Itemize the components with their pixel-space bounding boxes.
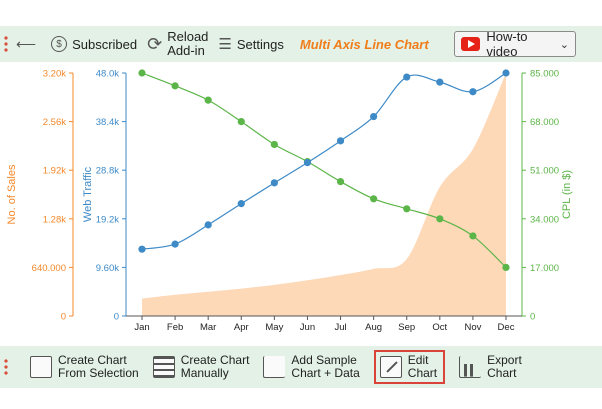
cpl-tick-label: 68.000 — [530, 117, 559, 128]
export-label-2: Chart — [487, 366, 517, 380]
x-tick-label: Dec — [498, 322, 515, 333]
traffic-tick-label: 9.60k — [96, 263, 119, 274]
x-tick-label: Oct — [432, 322, 447, 333]
sales-axis-title: No. of Sales — [6, 164, 18, 224]
export-chart-icon — [459, 356, 482, 378]
add-sample-label-2: Chart + Data — [291, 366, 360, 380]
sales-tick-label: 2.56k — [43, 117, 66, 128]
back-button[interactable]: ⟵ — [16, 36, 41, 53]
howto-label: How-to video — [486, 29, 528, 59]
howto-video-dropdown[interactable]: How-to video ⌄ — [454, 29, 576, 59]
create-man-label-2: Manually — [180, 366, 229, 380]
traffic-tick-label: 28.8k — [96, 166, 119, 177]
x-tick-label: Aug — [365, 322, 382, 333]
cpl-point — [502, 263, 510, 271]
traffic-axis-title: Web Traffic — [82, 166, 94, 222]
settings-button[interactable]: ☰ Settings — [218, 35, 283, 53]
cpl-point — [370, 195, 378, 203]
export-chart-button[interactable]: Export Chart — [459, 354, 522, 380]
traffic-tick-label: 48.0k — [96, 69, 119, 80]
traffic-point — [469, 88, 477, 96]
sales-tick-label: 640.000 — [32, 263, 66, 274]
traffic-tick-label: 0 — [114, 312, 119, 323]
traffic-point — [138, 245, 146, 253]
chevron-down-icon: ⌄ — [559, 38, 569, 51]
create-from-selection-button[interactable]: Create Chart From Selection — [30, 354, 139, 380]
traffic-tick-label: 19.2k — [96, 214, 119, 225]
traffic-point — [270, 179, 278, 187]
x-tick-label: Mar — [200, 322, 216, 333]
cpl-point — [270, 140, 278, 149]
x-tick-label: Jun — [300, 322, 315, 333]
x-tick-label: Nov — [464, 322, 481, 333]
traffic-point — [336, 137, 345, 145]
top-toolbar: ⟵ $ Subscribed ⟳ Reload Add-in ☰ Settings… — [0, 26, 602, 62]
edit-label-1: Edit — [407, 353, 429, 367]
x-tick-label: Sep — [398, 322, 415, 333]
cpl-point — [436, 215, 444, 223]
youtube-icon — [461, 37, 481, 51]
settings-label: Settings — [236, 36, 284, 52]
cpl-axis-title: CPL (in $) — [561, 170, 573, 219]
sample-chart-icon — [263, 356, 286, 378]
sales-area — [142, 73, 506, 316]
cpl-point — [336, 178, 345, 186]
export-label-1: Export — [487, 353, 522, 367]
reload-label-2: Add-in — [167, 43, 205, 58]
sliders-icon: ☰ — [218, 36, 232, 53]
traffic-point — [303, 159, 312, 167]
create-manually-button[interactable]: Create Chart Manually — [152, 353, 250, 380]
traffic-point — [204, 221, 212, 229]
sales-tick-label: 3.20k — [43, 69, 66, 80]
brand-title: Multi Axis Line Chart — [299, 36, 429, 52]
dollar-circle-icon: $ — [51, 36, 68, 52]
x-tick-label: Jan — [134, 322, 149, 333]
cpl-point — [237, 118, 245, 126]
add-sample-label-1: Add Sample — [291, 353, 357, 367]
cpl-tick-label: 0 — [530, 312, 535, 323]
subscribed-button[interactable]: $ Subscribed — [51, 36, 137, 52]
add-sample-button[interactable]: Add Sample Chart + Data — [263, 353, 360, 380]
back-arrow-icon: ⟵ — [16, 35, 37, 52]
sales-tick-label: 1.28k — [43, 214, 66, 225]
edit-chart-button[interactable]: Edit Chart — [373, 350, 446, 384]
grip-icon — [4, 35, 8, 53]
traffic-point — [237, 200, 245, 208]
subscribed-label: Subscribed — [72, 36, 138, 52]
sales-tick-label: 1.92k — [43, 166, 66, 177]
reload-label-1: Reload — [167, 29, 209, 44]
create-sel-label-1: Create Chart — [58, 353, 127, 367]
grip-icon — [4, 358, 8, 376]
reload-addin-button[interactable]: ⟳ Reload Add-in — [147, 30, 208, 58]
table-grid-icon — [30, 356, 52, 378]
traffic-point — [436, 78, 444, 86]
traffic-point — [171, 240, 179, 248]
x-tick-label: Feb — [167, 322, 183, 333]
cpl-tick-label: 17.000 — [530, 263, 559, 274]
traffic-tick-label: 38.4k — [96, 117, 119, 128]
x-tick-label: Jul — [334, 322, 346, 333]
edit-chart-icon — [379, 356, 402, 378]
traffic-point — [403, 73, 411, 81]
create-man-label-1: Create Chart — [180, 353, 250, 367]
cpl-point — [403, 205, 411, 213]
cpl-point — [469, 232, 477, 240]
sales-tick-label: 0 — [61, 312, 66, 323]
cpl-point — [138, 69, 146, 77]
traffic-point — [370, 112, 378, 121]
x-tick-label: May — [265, 322, 283, 333]
cpl-tick-label: 51.000 — [530, 166, 559, 177]
x-tick-label: Apr — [234, 322, 249, 333]
cpl-tick-label: 34.000 — [530, 214, 559, 225]
cpl-point — [204, 96, 212, 104]
list-table-icon — [152, 356, 175, 378]
refresh-icon: ⟳ — [147, 33, 163, 54]
edit-label-2: Chart — [407, 366, 438, 380]
multi-axis-chart: 0 640.000 1.28k 1.92k 2.56k 3.20k 0 9.60k 19.2k 2… — [6, 69, 573, 334]
cpl-point — [171, 82, 179, 90]
traffic-point — [502, 69, 510, 77]
cpl-tick-label: 85.000 — [530, 69, 559, 80]
create-sel-label-2: From Selection — [58, 366, 139, 380]
bottom-toolbar: Create Chart From Selection Create Chart M… — [0, 346, 602, 388]
